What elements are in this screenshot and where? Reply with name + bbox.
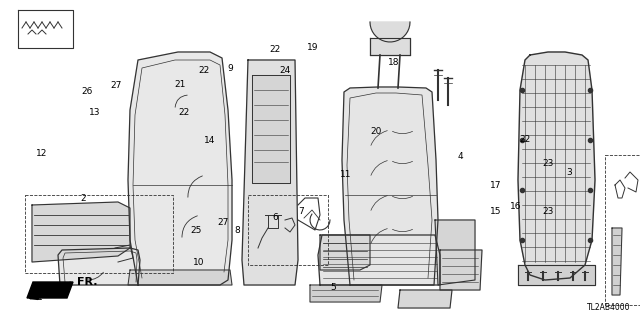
Text: 19: 19 bbox=[307, 43, 318, 52]
Text: 7: 7 bbox=[298, 207, 303, 216]
Text: FR.: FR. bbox=[77, 277, 97, 287]
Polygon shape bbox=[32, 202, 130, 262]
Text: 11: 11 bbox=[340, 170, 351, 179]
Text: 20: 20 bbox=[371, 127, 382, 136]
Polygon shape bbox=[518, 52, 595, 280]
Text: 10: 10 bbox=[193, 258, 204, 267]
Text: 12: 12 bbox=[36, 149, 47, 158]
Text: 17: 17 bbox=[490, 181, 502, 190]
Polygon shape bbox=[320, 235, 370, 270]
Text: 16: 16 bbox=[510, 202, 522, 211]
Polygon shape bbox=[252, 75, 290, 183]
Text: 13: 13 bbox=[89, 108, 100, 116]
Polygon shape bbox=[518, 265, 595, 285]
Polygon shape bbox=[242, 60, 298, 285]
Text: 25: 25 bbox=[191, 226, 202, 235]
Text: 27: 27 bbox=[111, 81, 122, 90]
Text: 5: 5 bbox=[330, 284, 335, 292]
Text: 21: 21 bbox=[175, 80, 186, 89]
Text: 22: 22 bbox=[179, 108, 190, 116]
Text: 27: 27 bbox=[218, 218, 229, 227]
Polygon shape bbox=[310, 285, 382, 302]
Text: 22: 22 bbox=[198, 66, 209, 75]
Polygon shape bbox=[440, 250, 482, 290]
Text: 22: 22 bbox=[269, 45, 281, 54]
Polygon shape bbox=[435, 220, 475, 285]
Text: 22: 22 bbox=[519, 135, 531, 144]
Text: 8: 8 bbox=[234, 226, 239, 235]
Polygon shape bbox=[128, 52, 232, 285]
Polygon shape bbox=[398, 290, 452, 308]
Polygon shape bbox=[370, 38, 410, 55]
Text: 9: 9 bbox=[228, 64, 233, 73]
Text: 15: 15 bbox=[490, 207, 502, 216]
Text: 18: 18 bbox=[388, 58, 399, 67]
Text: 24: 24 bbox=[279, 66, 291, 75]
Polygon shape bbox=[370, 22, 410, 42]
Text: 23: 23 bbox=[542, 207, 554, 216]
Text: 3: 3 bbox=[567, 168, 572, 177]
Text: 23: 23 bbox=[542, 159, 554, 168]
Polygon shape bbox=[128, 270, 232, 285]
Text: 6: 6 bbox=[273, 213, 278, 222]
Polygon shape bbox=[612, 228, 622, 295]
Text: 14: 14 bbox=[204, 136, 216, 145]
Polygon shape bbox=[58, 248, 140, 285]
Polygon shape bbox=[318, 235, 440, 285]
Polygon shape bbox=[27, 282, 73, 298]
Text: 4: 4 bbox=[458, 152, 463, 161]
Text: 1: 1 bbox=[37, 293, 42, 302]
Text: TL2AB4000: TL2AB4000 bbox=[586, 303, 630, 312]
Polygon shape bbox=[342, 87, 438, 285]
Text: 26: 26 bbox=[81, 87, 93, 96]
Text: 2: 2 bbox=[81, 194, 86, 203]
